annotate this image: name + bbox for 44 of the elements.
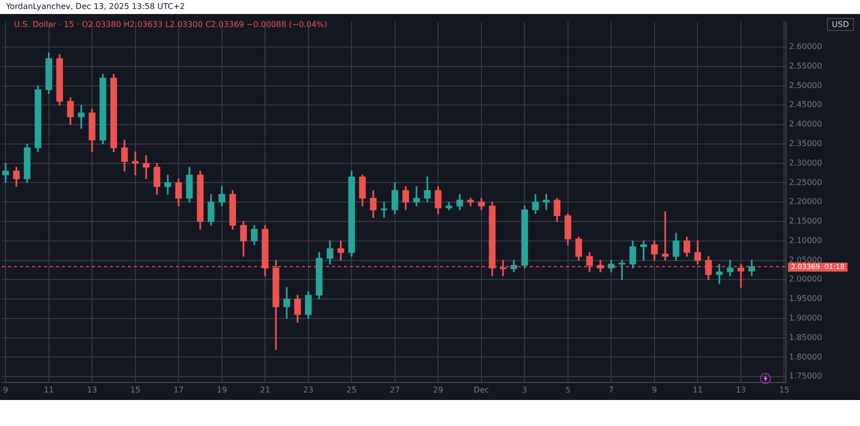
- x-tick-label: 13: [86, 385, 98, 394]
- x-tick-label: 23: [303, 385, 314, 394]
- y-tick-label: 1.80000: [789, 352, 822, 362]
- chart-subtitle: U.S. Dollar · 15 · O2.03380 H2.03633 L2.03300 C2.03369 −0.00088 (−0.04%): [14, 20, 328, 29]
- y-tick-label: 2.45000: [789, 100, 822, 110]
- x-tick-label: 11: [692, 385, 703, 394]
- y-tick-label: 2.60000: [789, 42, 822, 52]
- x-tick-label: 15: [130, 385, 140, 394]
- y-tick-label: 1.85000: [789, 332, 822, 342]
- y-tick-label: 2.10000: [789, 236, 822, 245]
- y-tick-label: 2.00000: [789, 274, 822, 284]
- candlestick: [618, 260, 626, 280]
- x-tick-label: 3: [522, 385, 528, 394]
- x-tick-label: 13: [736, 385, 746, 394]
- candlestick: [380, 202, 388, 218]
- x-tick-label: 11: [44, 385, 54, 394]
- candlestick: [413, 186, 420, 206]
- y-tick-label: 2.15000: [789, 216, 822, 226]
- y-tick-label: 2.20000: [789, 197, 822, 206]
- x-tick-label: 25: [346, 385, 357, 394]
- x-tick-label: 5: [565, 385, 570, 394]
- y-tick-label: 2.30000: [789, 158, 822, 168]
- x-tick-label: Dec: [474, 385, 490, 394]
- y-tick-label: 2.35000: [789, 139, 822, 148]
- y-tick-label: 2.55000: [789, 61, 822, 70]
- chart-title: YordanLyanchev, Dec 13, 2025 13:58 UTC+2: [6, 2, 185, 11]
- x-tick-label: 9: [652, 385, 657, 394]
- y-tick-label: 2.25000: [789, 178, 822, 187]
- x-tick-label: 21: [260, 385, 270, 394]
- y-tick-label: 1.95000: [789, 294, 822, 304]
- x-tick-label: 27: [390, 385, 400, 394]
- x-tick-label: 19: [216, 385, 227, 394]
- y-tick-label: 1.90000: [789, 314, 822, 322]
- candlestick: [2, 162, 9, 184]
- y-tick-label: 2.05000: [789, 255, 822, 264]
- x-tick-label: 15: [779, 385, 790, 394]
- x-tick-label: 29: [433, 385, 444, 394]
- y-tick-label: 2.50000: [789, 80, 822, 90]
- y-axis-title: USD: [826, 18, 854, 31]
- x-tick-label: 9: [3, 385, 8, 394]
- x-tick-label: 7: [608, 385, 614, 394]
- y-tick-label: 1.75000: [789, 372, 822, 381]
- x-tick-label: 17: [173, 385, 184, 394]
- y-tick-label: 2.40000: [789, 120, 822, 129]
